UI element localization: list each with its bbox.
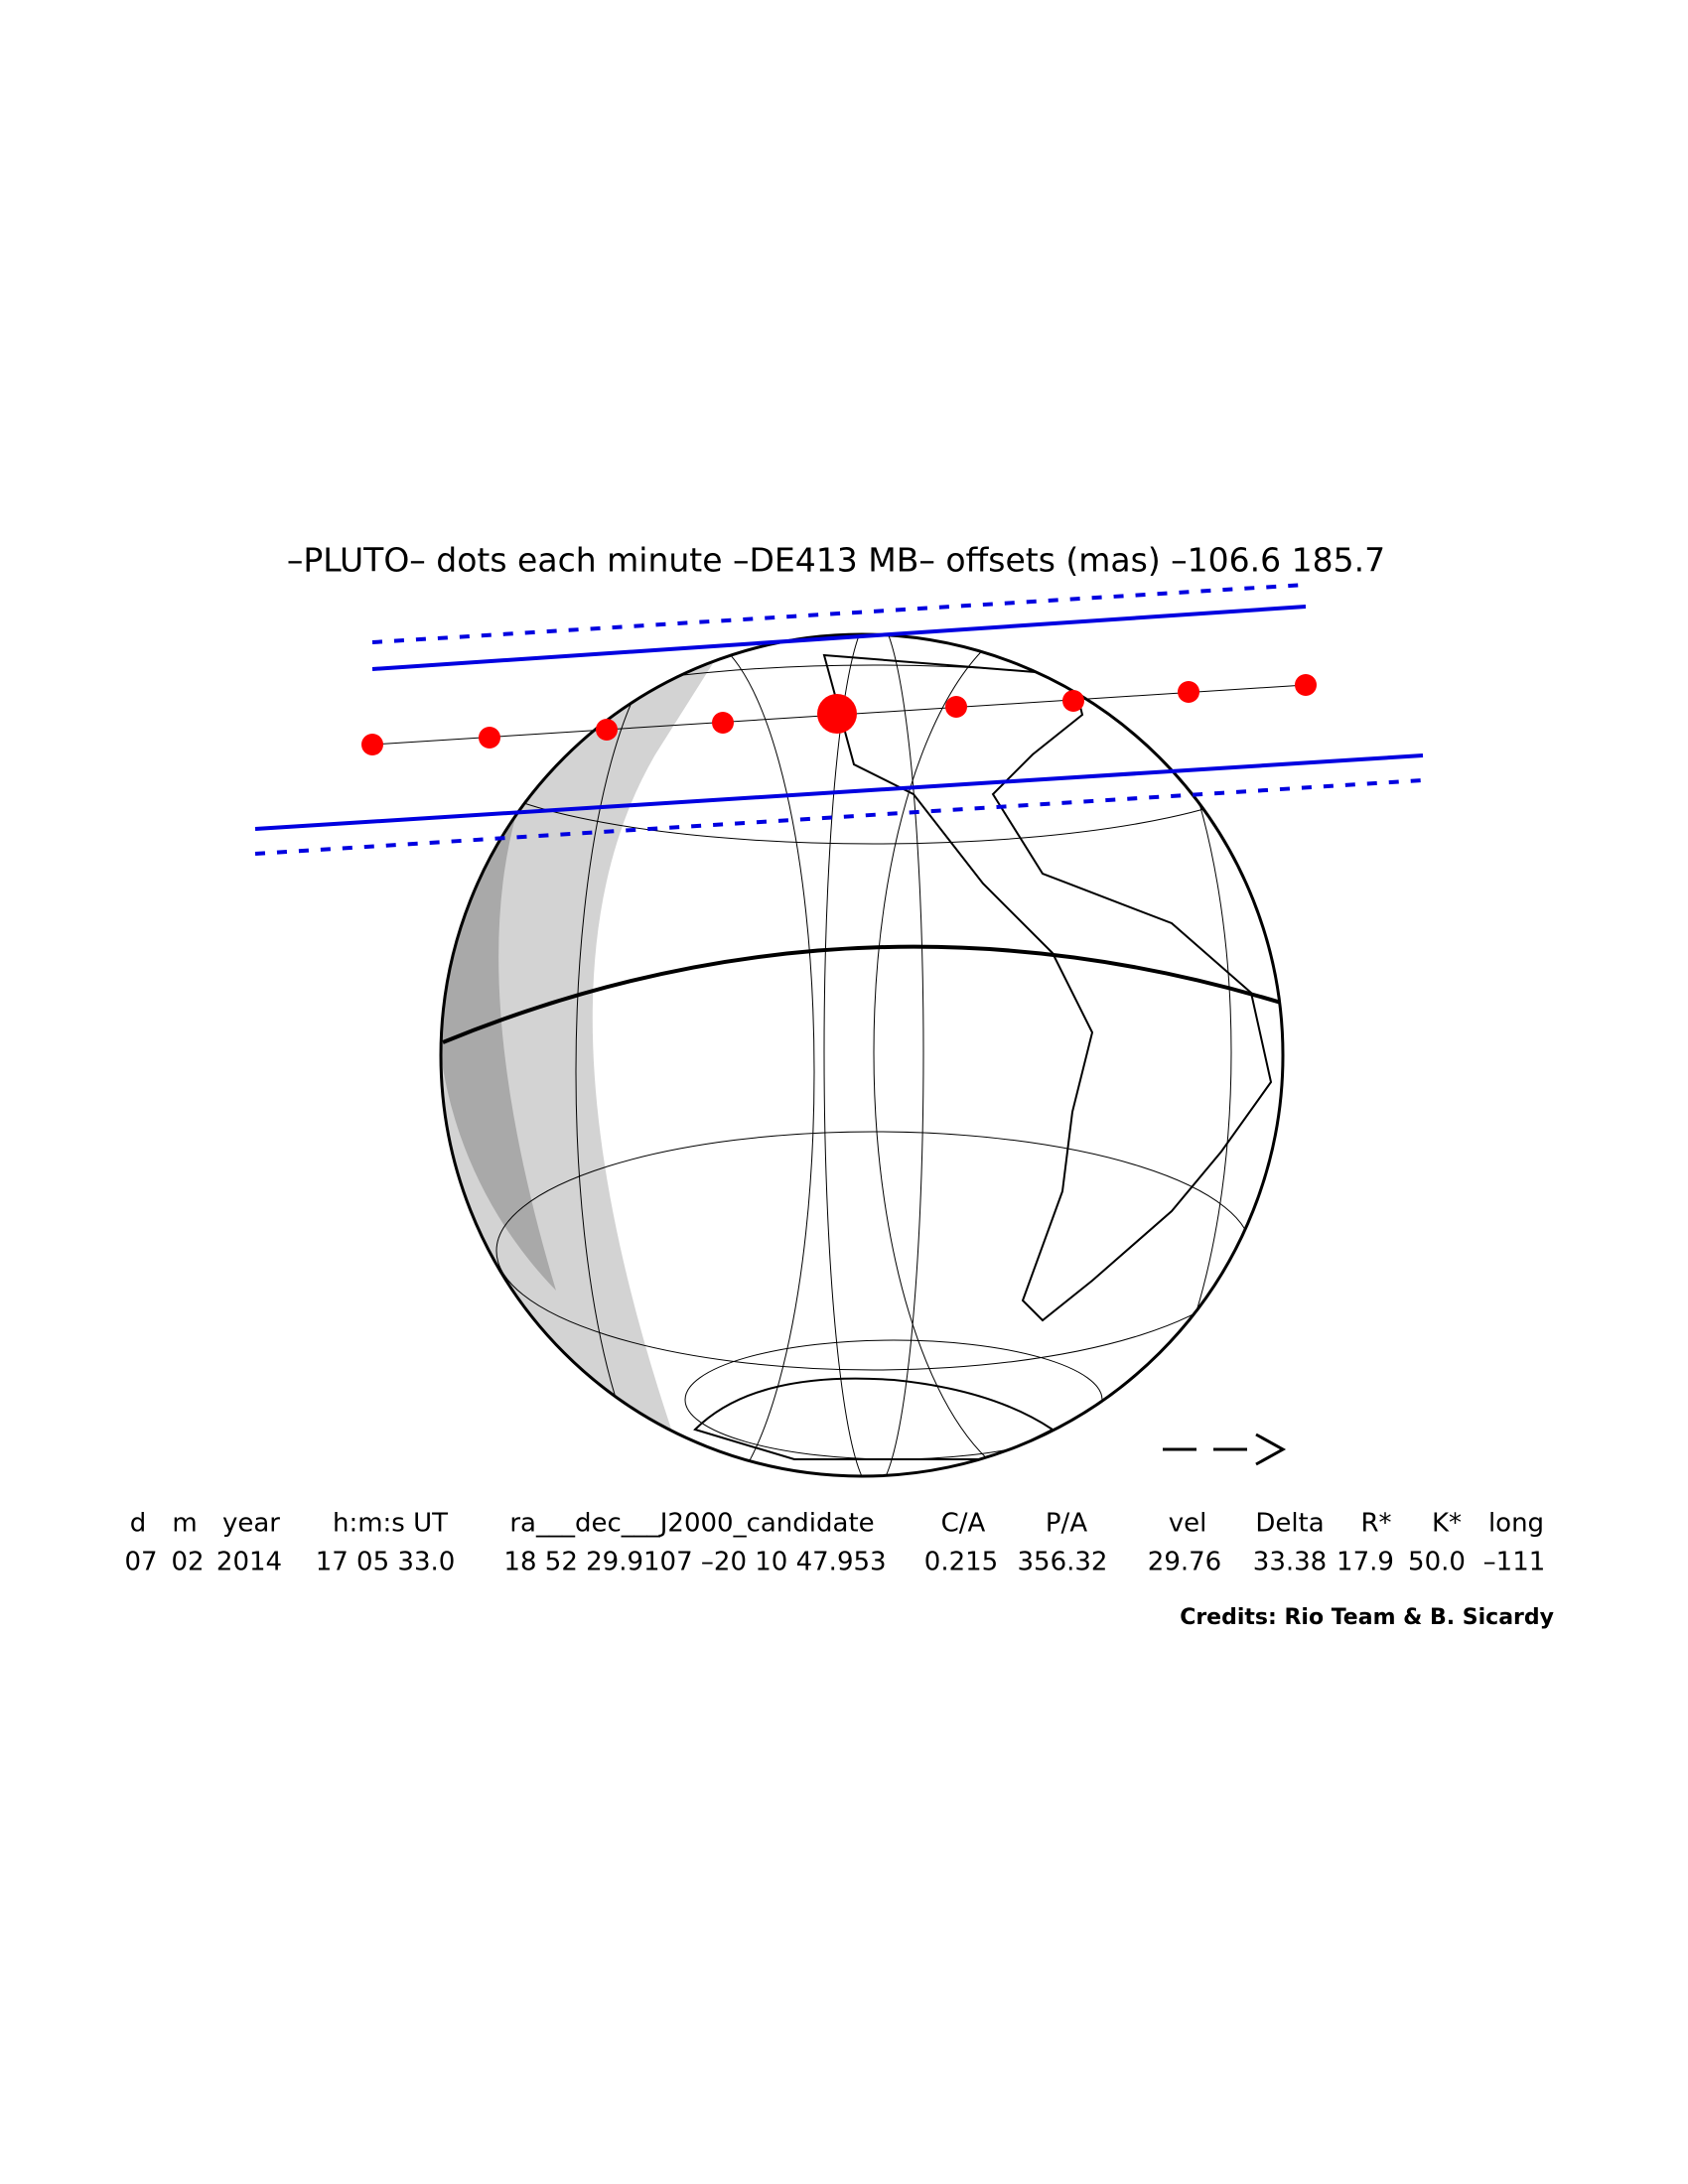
direction-arrow	[1163, 1433, 1287, 1466]
header: ra___dec___J2000_candidate	[509, 1509, 874, 1539]
header: year	[222, 1509, 280, 1539]
cell: 0.215	[924, 1548, 998, 1577]
header: Delta	[1255, 1509, 1324, 1539]
header: m	[172, 1509, 197, 1539]
credits: Credits: Rio Team & B. Sicardy	[1180, 1605, 1554, 1630]
cell: 02	[171, 1548, 204, 1577]
cell: 29.76	[1148, 1548, 1221, 1577]
title: –PLUTO– dots each minute –DE413 MB– offs…	[287, 541, 1385, 580]
header: K*	[1432, 1509, 1462, 1539]
cell: 17 05 33.0	[316, 1548, 456, 1577]
cell: –111	[1483, 1548, 1546, 1577]
header: long	[1488, 1509, 1544, 1539]
globe	[439, 632, 1285, 1478]
cell: 17.9	[1336, 1548, 1394, 1577]
header: vel	[1169, 1509, 1207, 1539]
header: C/A	[941, 1509, 986, 1539]
header: P/A	[1046, 1509, 1087, 1539]
parameters-table: d m year h:m:s UT ra___dec___J2000_candi…	[124, 1509, 1545, 1577]
header: h:m:s UT	[333, 1509, 448, 1539]
cell: 50.0	[1408, 1548, 1466, 1577]
cell: 07	[124, 1548, 157, 1577]
header: R*	[1360, 1509, 1391, 1539]
cell: 18 52 29.9107 –20 10 47.953	[503, 1548, 886, 1577]
occultation-path	[254, 583, 1424, 856]
cell: 2014	[216, 1548, 282, 1577]
header: d	[130, 1509, 147, 1539]
cell: 33.38	[1253, 1548, 1327, 1577]
cell: 356.32	[1018, 1548, 1108, 1577]
